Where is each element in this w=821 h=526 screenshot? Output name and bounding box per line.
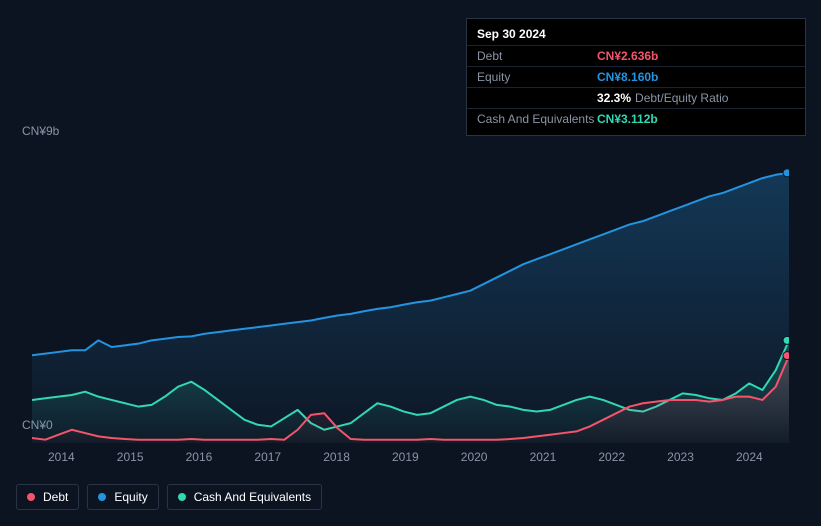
legend-item-debt[interactable]: Debt <box>16 484 79 510</box>
tooltip-row: EquityCN¥8.160b <box>467 66 805 87</box>
tooltip-row-value: CN¥2.636b <box>597 49 658 63</box>
legend-item-cash[interactable]: Cash And Equivalents <box>167 484 322 510</box>
tooltip-row: DebtCN¥2.636b <box>467 45 805 66</box>
tooltip-row-label: Cash And Equivalents <box>477 112 597 126</box>
x-axis-tick: 2014 <box>48 450 117 464</box>
y-axis-label-max: CN¥9b <box>22 124 59 138</box>
legend-item-equity[interactable]: Equity <box>87 484 158 510</box>
tooltip-row-extra: Debt/Equity Ratio <box>635 91 728 105</box>
x-axis-tick: 2022 <box>598 450 667 464</box>
legend-dot-icon <box>98 493 106 501</box>
legend-label: Cash And Equivalents <box>194 490 311 504</box>
legend-dot-icon <box>178 493 186 501</box>
tooltip-row-label <box>477 91 597 105</box>
legend-label: Equity <box>114 490 147 504</box>
legend-dot-icon <box>27 493 35 501</box>
tooltip-row: Cash And EquivalentsCN¥3.112b <box>467 108 805 129</box>
tooltip-row-value: CN¥8.160b <box>597 70 658 84</box>
tooltip-row-label: Debt <box>477 49 597 63</box>
chart-area[interactable] <box>32 145 805 443</box>
tooltip-row-label: Equity <box>477 70 597 84</box>
legend: Debt Equity Cash And Equivalents <box>16 484 322 510</box>
x-axis-tick: 2016 <box>186 450 255 464</box>
chart-svg <box>32 145 789 443</box>
legend-label: Debt <box>43 490 68 504</box>
x-axis-tick: 2021 <box>530 450 599 464</box>
tooltip-date: Sep 30 2024 <box>467 25 805 45</box>
x-axis-tick: 2015 <box>117 450 186 464</box>
chart-tooltip: Sep 30 2024 DebtCN¥2.636bEquityCN¥8.160b… <box>466 18 806 136</box>
x-axis-tick: 2024 <box>736 450 805 464</box>
x-axis-tick: 2019 <box>392 450 461 464</box>
tooltip-row-value: CN¥3.112b <box>597 112 658 126</box>
tooltip-rows: DebtCN¥2.636bEquityCN¥8.160b32.3%Debt/Eq… <box>467 45 805 129</box>
tooltip-row-value: 32.3% <box>597 91 631 105</box>
x-axis-tick: 2020 <box>461 450 530 464</box>
tooltip-row: 32.3% Debt/Equity Ratio <box>467 87 805 108</box>
x-axis-tick: 2017 <box>254 450 323 464</box>
x-axis: 2014201520162017201820192020202120222023… <box>48 450 805 464</box>
x-axis-tick: 2018 <box>323 450 392 464</box>
x-axis-tick: 2023 <box>667 450 736 464</box>
